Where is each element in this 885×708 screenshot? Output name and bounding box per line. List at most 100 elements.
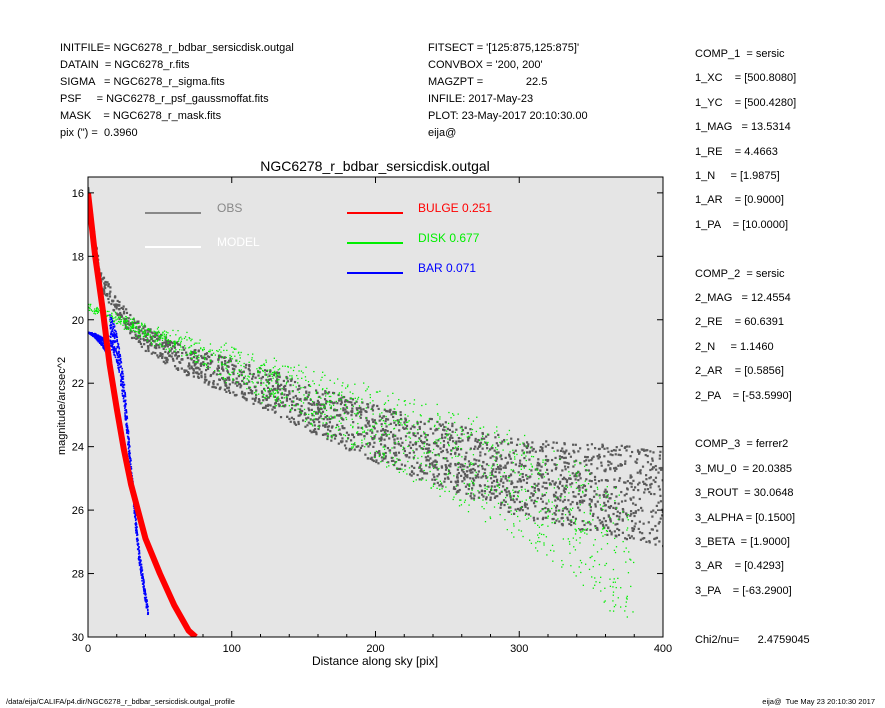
obs-point (318, 409, 321, 412)
disk-point (413, 403, 415, 405)
disk-point (571, 519, 573, 521)
disk-point (506, 433, 508, 436)
obs-point (546, 458, 549, 462)
parameter-row: 3_MU_0 = 20.0385 (695, 462, 792, 475)
obs-point (531, 494, 535, 497)
obs-point (512, 498, 515, 502)
obs-point (224, 382, 227, 385)
disk-point (174, 343, 176, 346)
obs-point (462, 471, 465, 474)
obs-point (624, 481, 627, 484)
obs-point (600, 507, 603, 510)
obs-point (365, 432, 368, 435)
parameter-row: 1_YC = [500.4280] (695, 96, 797, 109)
obs-point (566, 516, 569, 519)
obs-point (581, 486, 584, 489)
disk-point (363, 382, 365, 384)
bar-point (134, 529, 137, 532)
obs-point (523, 504, 526, 507)
disk-point (160, 336, 162, 338)
bar-point (129, 461, 131, 464)
obs-point (518, 464, 521, 468)
disk-point (374, 456, 376, 459)
bar-point (100, 337, 103, 340)
disk-point (299, 411, 302, 413)
obs-point (185, 353, 189, 357)
disk-point (345, 416, 347, 419)
obs-point (404, 417, 407, 420)
disk-point (557, 478, 560, 480)
obs-point (371, 458, 374, 462)
obs-point (405, 427, 408, 430)
disk-point (117, 320, 120, 323)
disk-point (143, 333, 145, 335)
disk-point (444, 458, 446, 460)
y-tick-label: 30 (72, 632, 84, 644)
obs-point (240, 392, 244, 395)
disk-point (416, 420, 418, 423)
obs-point (499, 503, 503, 506)
disk-point (321, 418, 323, 420)
disk-point (141, 328, 143, 330)
disk-point (599, 581, 601, 584)
obs-point (590, 480, 593, 483)
disk-point (288, 405, 291, 407)
obs-point (573, 451, 576, 454)
obs-point (245, 397, 248, 401)
bar-point (124, 393, 127, 396)
bar-point (111, 335, 114, 337)
obs-point (326, 425, 329, 428)
disk-point (233, 370, 235, 372)
disk-point (222, 378, 225, 380)
disk-point (345, 418, 348, 421)
obs-point (88, 187, 90, 190)
disk-point (274, 392, 277, 394)
obs-point (533, 487, 536, 490)
disk-point (144, 325, 146, 327)
disk-point (392, 457, 394, 459)
obs-point (435, 427, 438, 431)
obs-point (438, 423, 441, 426)
obs-point (492, 468, 495, 471)
obs-point (634, 511, 637, 514)
disk-point (247, 353, 249, 356)
obs-point (593, 490, 596, 493)
obs-point (205, 352, 208, 356)
obs-point (596, 528, 599, 531)
obs-point (498, 471, 501, 474)
obs-point (326, 437, 329, 441)
disk-point (335, 427, 337, 429)
obs-point (463, 465, 466, 468)
obs-point (297, 420, 300, 424)
obs-point (338, 399, 341, 402)
disk-point (113, 320, 116, 322)
obs-point (559, 474, 562, 477)
disk-point (446, 434, 448, 436)
obs-point (342, 409, 345, 412)
obs-point (470, 433, 473, 436)
disk-point (283, 397, 285, 399)
disk-point (228, 373, 231, 376)
obs-point (248, 380, 251, 383)
bar-point (115, 348, 117, 350)
obs-point (271, 408, 274, 411)
obs-point (342, 418, 345, 421)
disk-point (134, 320, 136, 322)
disk-point (172, 329, 174, 332)
disk-point (225, 367, 227, 369)
obs-point (318, 416, 321, 419)
disk-point (470, 461, 472, 464)
disk-point (419, 466, 421, 469)
obs-point (427, 455, 430, 458)
obs-point (562, 489, 565, 492)
obs-point (558, 509, 561, 512)
obs-point (484, 498, 488, 501)
obs-point (350, 401, 353, 404)
obs-point (658, 540, 661, 543)
obs-point (538, 462, 541, 465)
disk-point (361, 442, 363, 444)
obs-point (242, 393, 245, 396)
obs-point (470, 492, 473, 495)
disk-point (173, 340, 175, 343)
disk-point (325, 416, 327, 419)
